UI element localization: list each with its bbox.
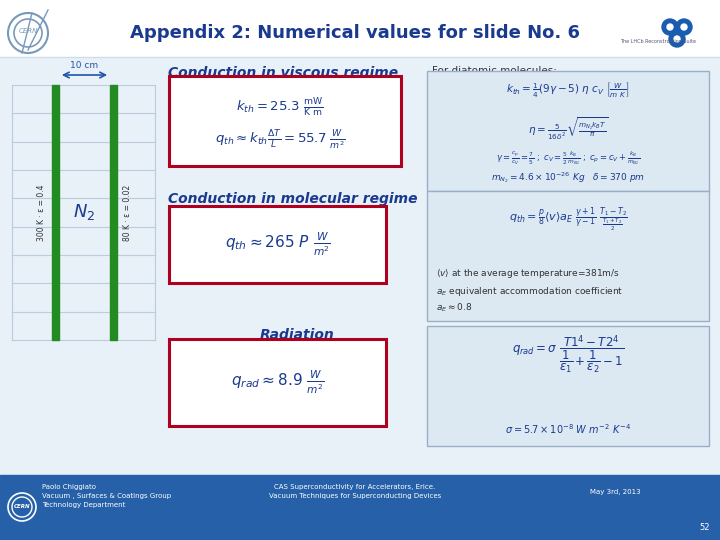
Bar (0, 57, 720, 475)
Text: $\langle v\rangle$ at the average temperature=381m/s: $\langle v\rangle$ at the average temper… (436, 267, 620, 280)
Text: May 3rd, 2013: May 3rd, 2013 (590, 489, 641, 495)
Text: The LHCb Reconstruction Suite: The LHCb Reconstruction Suite (620, 39, 696, 44)
FancyBboxPatch shape (427, 71, 709, 191)
Text: $q_{th} = \frac{p}{8}\langle v\rangle a_E\ \frac{\gamma+1}{\gamma-1}\ \frac{T_1-: $q_{th} = \frac{p}{8}\langle v\rangle a_… (508, 206, 627, 234)
Bar (0, 475, 720, 540)
FancyBboxPatch shape (169, 206, 386, 283)
FancyBboxPatch shape (427, 326, 709, 446)
Text: CERN: CERN (14, 504, 30, 510)
Circle shape (674, 36, 680, 42)
Text: $k_{th} = 25.3\ \mathsf{\frac{mW}{K\ m}}$: $k_{th} = 25.3\ \mathsf{\frac{mW}{K\ m}}… (236, 97, 324, 119)
Text: Conduction in viscous regime: Conduction in viscous regime (168, 66, 398, 80)
Text: CERN: CERN (18, 28, 37, 34)
Text: $a_E$ equivalent accommodation coefficient: $a_E$ equivalent accommodation coefficie… (436, 286, 624, 299)
Circle shape (667, 24, 673, 30)
Circle shape (669, 31, 685, 47)
Circle shape (681, 24, 687, 30)
Text: Appendix 2: Numerical values for slide No. 6: Appendix 2: Numerical values for slide N… (130, 24, 580, 42)
Text: $q_{th} \approx 265\ P\ \frac{W}{m^2}$: $q_{th} \approx 265\ P\ \frac{W}{m^2}$ (225, 231, 330, 258)
FancyBboxPatch shape (169, 339, 386, 426)
Text: $\eta = \frac{5}{16\delta^2}\sqrt{\frac{m_{N_2}k_BT}{\pi}}$: $\eta = \frac{5}{16\delta^2}\sqrt{\frac{… (528, 116, 608, 142)
Text: $a_E \approx 0.8$: $a_E \approx 0.8$ (436, 302, 472, 314)
Text: For diatomic molecules:: For diatomic molecules: (432, 66, 557, 76)
Text: 10 cm: 10 cm (71, 61, 99, 70)
Text: $q_{rad} = \sigma\ \dfrac{T1^4 - T2^4}{\dfrac{1}{\varepsilon_1}+\dfrac{1}{\varep: $q_{rad} = \sigma\ \dfrac{T1^4 - T2^4}{\… (512, 334, 624, 376)
Text: Paolo Chiggiato
Vacuum , Surfaces & Coatings Group
Technology Department: Paolo Chiggiato Vacuum , Surfaces & Coat… (42, 484, 171, 508)
Circle shape (662, 19, 678, 35)
Text: $k_{th} = \frac{1}{4}(9\gamma - 5)\ \eta\ c_V\ \left[\frac{W}{m\ K}\right]$: $k_{th} = \frac{1}{4}(9\gamma - 5)\ \eta… (506, 80, 630, 99)
Text: $\sigma = 5.7\times10^{-8}\ W\ m^{-2}\ K^{-4}$: $\sigma = 5.7\times10^{-8}\ W\ m^{-2}\ K… (505, 422, 631, 436)
Text: $q_{rad} \approx 8.9\ \frac{W}{m^2}$: $q_{rad} \approx 8.9\ \frac{W}{m^2}$ (230, 369, 325, 396)
Text: 80 K · ε = 0.02: 80 K · ε = 0.02 (122, 184, 132, 241)
Text: $m_{N_2} = 4.6\times10^{-26}\ Kg\quad \delta = 370\ pm$: $m_{N_2} = 4.6\times10^{-26}\ Kg\quad \d… (491, 171, 645, 185)
Bar (110, 85, 117, 340)
Text: Radiation: Radiation (260, 328, 335, 342)
Bar (0, 0, 720, 57)
Text: Conduction in molecular regime: Conduction in molecular regime (168, 192, 418, 206)
Text: $N_2$: $N_2$ (73, 202, 96, 222)
Bar (52, 85, 59, 340)
Text: $\gamma = \frac{c_p}{c_V} = \frac{7}{5}\ ;\ c_V = \frac{5}{2}\frac{k_B}{m_{N_2}}: $\gamma = \frac{c_p}{c_V} = \frac{7}{5}\… (496, 149, 640, 167)
Text: $q_{th} \approx k_{th}\frac{\Delta T}{L} = 55.7\ \frac{W}{m^2}$: $q_{th} \approx k_{th}\frac{\Delta T}{L}… (215, 129, 346, 152)
Text: CAS Superconductivity for Accelerators, Erice.
Vacuum Techniques for Superconduc: CAS Superconductivity for Accelerators, … (269, 484, 441, 499)
FancyBboxPatch shape (427, 191, 709, 321)
FancyBboxPatch shape (169, 76, 401, 166)
Circle shape (676, 19, 692, 35)
Text: 300 K · ε = 0.4: 300 K · ε = 0.4 (37, 184, 47, 241)
Text: 52: 52 (700, 523, 710, 532)
